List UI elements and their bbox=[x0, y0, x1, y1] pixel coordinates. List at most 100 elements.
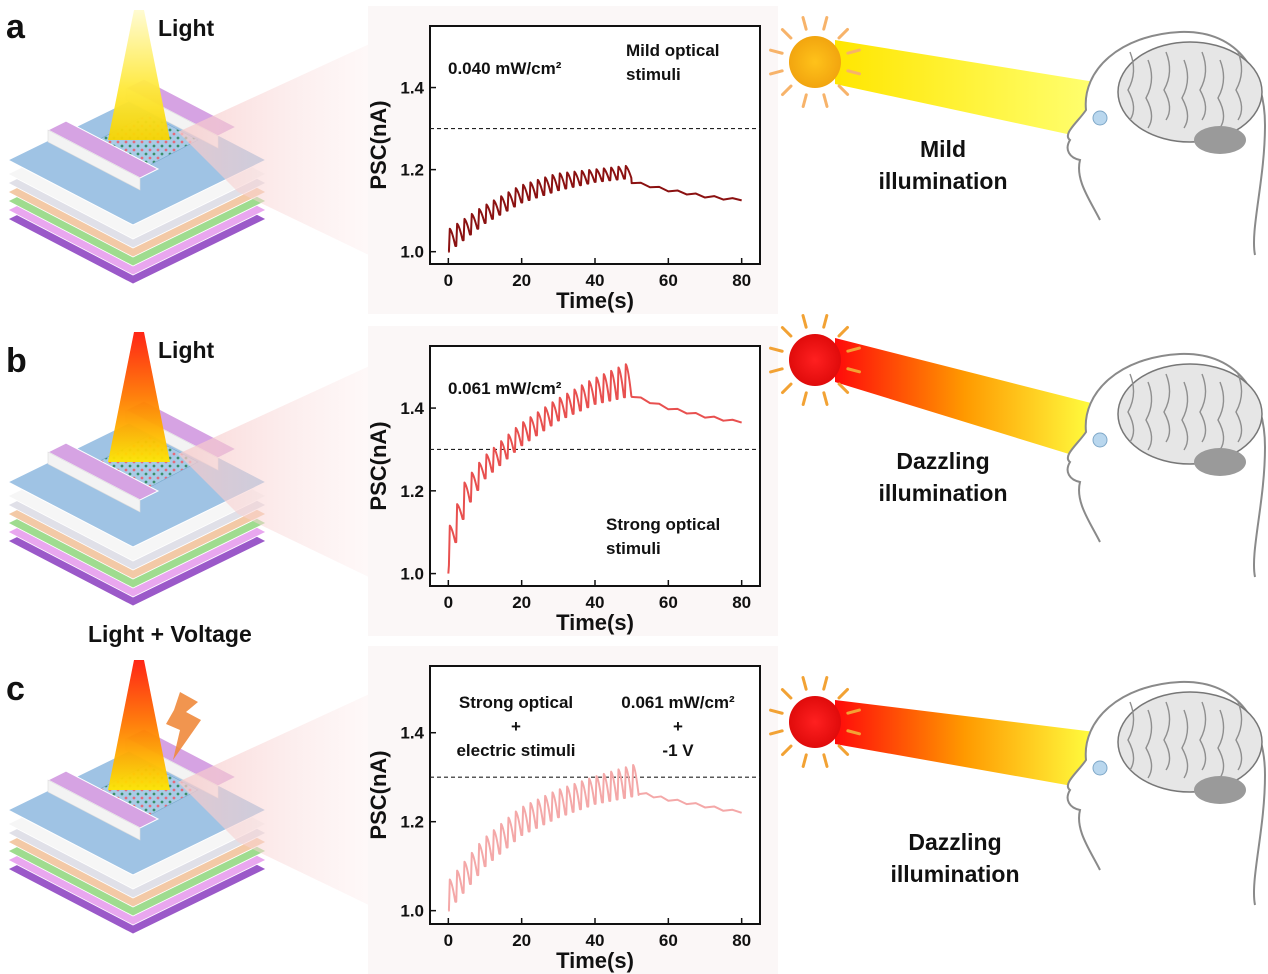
brain-shape bbox=[1117, 691, 1263, 793]
brain-fold bbox=[1163, 51, 1171, 121]
brain-fold bbox=[1145, 59, 1153, 129]
x-tick-label: 80 bbox=[732, 271, 751, 290]
y-tick-label: 1.4 bbox=[400, 399, 424, 418]
cerebellum bbox=[1194, 448, 1246, 476]
electrode-left-side bbox=[47, 451, 141, 513]
light-beam bbox=[835, 700, 1095, 790]
sun-ray bbox=[781, 744, 793, 757]
annotation-stimulus: electric stimuli bbox=[456, 741, 575, 760]
panel-c: c Light + Voltage 0 20 40 60 80 1.0 1.2 1.4 Time(s… bbox=[6, 621, 1267, 974]
brain-fold bbox=[1199, 51, 1207, 121]
sun-ray bbox=[780, 688, 793, 700]
head-brain-icon bbox=[1066, 30, 1267, 256]
annotation-stimulus: Strong optical bbox=[606, 515, 720, 534]
x-tick-label: 40 bbox=[586, 271, 605, 290]
x-tick-label: 0 bbox=[444, 593, 453, 612]
y-tick-label: 1.0 bbox=[400, 902, 424, 921]
y-axis-label: PSC(nA) bbox=[366, 100, 391, 189]
sun-ray bbox=[822, 16, 829, 31]
sun-ray bbox=[769, 69, 784, 76]
annotation-intensity: 0.061 mW/cm² bbox=[448, 379, 562, 398]
sun-icon bbox=[789, 334, 841, 386]
projection-fan bbox=[178, 30, 400, 270]
stimulus-label: Light bbox=[158, 15, 215, 41]
head-brain-icon bbox=[1066, 352, 1267, 578]
sun-ray bbox=[846, 48, 861, 55]
x-axis-label: Time(s) bbox=[556, 288, 634, 313]
brain-shape bbox=[1117, 41, 1263, 143]
sun-ray bbox=[822, 391, 829, 406]
sun-ray bbox=[801, 16, 808, 31]
cerebellum bbox=[1194, 126, 1246, 154]
y-tick-label: 1.4 bbox=[400, 724, 424, 743]
chart-b: 0 20 40 60 80 1.0 1.2 1.4 Time(s) PSC(nA) 0.061 mW… bbox=[366, 326, 778, 636]
brain-fold bbox=[1145, 709, 1153, 779]
sun-ray bbox=[801, 676, 808, 691]
sun-ray bbox=[780, 326, 793, 338]
x-tick-label: 0 bbox=[444, 931, 453, 950]
brain-fold bbox=[1199, 373, 1207, 443]
x-tick-label: 80 bbox=[732, 593, 751, 612]
x-tick-label: 80 bbox=[732, 931, 751, 950]
brain-fold bbox=[1199, 701, 1207, 771]
sun-ray bbox=[837, 27, 849, 40]
y-tick-label: 1.2 bbox=[400, 482, 424, 501]
sun-ray bbox=[822, 93, 829, 108]
y-tick-label: 1.2 bbox=[400, 161, 424, 180]
sun-ray bbox=[846, 708, 861, 715]
sun-ray bbox=[837, 382, 850, 394]
y-tick-label: 1.2 bbox=[400, 813, 424, 832]
sun-ray bbox=[846, 346, 861, 353]
annotation-intensity: -1 V bbox=[662, 741, 694, 760]
annotation-stimulus: Mild optical bbox=[626, 41, 720, 60]
sun-ray bbox=[801, 314, 808, 329]
brain-fold bbox=[1235, 373, 1243, 443]
x-tick-label: 20 bbox=[512, 931, 531, 950]
panel-a: a Light 0 20 40 60 80 1.0 1.2 1.4 Time(s) PSC(nA) 0.… bbox=[6, 6, 1267, 314]
sun-ray bbox=[781, 84, 793, 97]
brain-shape bbox=[1117, 363, 1263, 465]
stimulus-label: Light bbox=[158, 337, 215, 363]
brain-fold bbox=[1217, 381, 1225, 451]
sun-ray bbox=[837, 84, 850, 96]
y-axis-label: PSC(nA) bbox=[366, 421, 391, 510]
brain-caption: illumination bbox=[878, 480, 1007, 506]
x-tick-label: 60 bbox=[659, 271, 678, 290]
brain-fold bbox=[1163, 701, 1171, 771]
stimulus-label: Light + Voltage bbox=[88, 621, 252, 647]
voltage-bolt-icon bbox=[166, 692, 201, 760]
panel-letter: b bbox=[6, 342, 27, 380]
brain-fold bbox=[1217, 59, 1225, 129]
brain-fold bbox=[1145, 381, 1153, 451]
sun-ray bbox=[846, 729, 861, 736]
brain-fold bbox=[1235, 51, 1243, 121]
brain-caption: Dazzling bbox=[896, 448, 989, 474]
annotation-stimulus: stimuli bbox=[606, 539, 661, 558]
brain-caption: Mild bbox=[920, 136, 966, 162]
annotation-stimulus: Strong optical bbox=[459, 693, 573, 712]
annotation-intensity: 0.061 mW/cm² bbox=[621, 693, 735, 712]
brain-fold bbox=[1181, 709, 1189, 779]
brain-fold bbox=[1127, 51, 1135, 121]
sun-ray bbox=[837, 744, 850, 756]
brain-caption: Dazzling bbox=[908, 829, 1001, 855]
sun-ray bbox=[801, 391, 808, 406]
sun-ray bbox=[769, 367, 784, 374]
brain-fold bbox=[1235, 701, 1243, 771]
cerebellum bbox=[1194, 776, 1246, 804]
electrode-left-side bbox=[47, 779, 141, 841]
psc-series-line bbox=[447, 763, 742, 912]
brain-fold bbox=[1181, 381, 1189, 451]
light-beam-cone bbox=[108, 10, 170, 140]
panel-b: b Light 0 20 40 60 80 1.0 1.2 1.4 Time(s) PSC(nA) 0.… bbox=[6, 314, 1267, 636]
brain-fold bbox=[1127, 373, 1135, 443]
x-tick-label: 0 bbox=[444, 271, 453, 290]
electrode-left-side bbox=[47, 129, 141, 191]
sun-ray bbox=[822, 753, 829, 768]
sun-ray bbox=[769, 708, 784, 715]
x-tick-label: 20 bbox=[512, 271, 531, 290]
sun-ray bbox=[822, 676, 829, 691]
chart-a: 0 20 40 60 80 1.0 1.2 1.4 Time(s) PSC(nA) 0.040 mW… bbox=[366, 6, 778, 314]
sun-ray bbox=[837, 325, 849, 338]
